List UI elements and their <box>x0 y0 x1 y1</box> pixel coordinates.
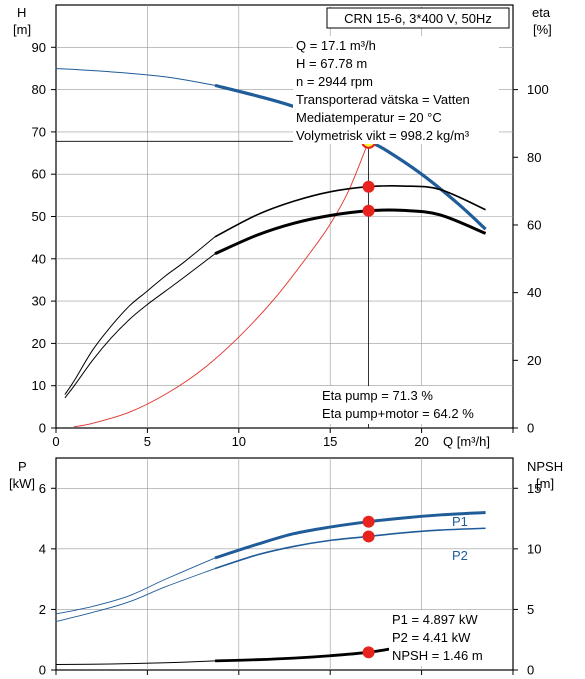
top-right-axis-label: eta <box>532 5 551 20</box>
info-q: Q = 17.1 m³/h <box>296 38 376 53</box>
chart-title: CRN 15-6, 3*400 V, 50Hz <box>344 11 492 26</box>
bottom-markers <box>362 515 375 659</box>
bottom-plot-frame <box>55 457 514 671</box>
operating-point-marker <box>362 204 375 217</box>
eta_total-curve-thin <box>64 253 216 399</box>
p2-curve-thin <box>55 568 216 622</box>
head-efficiency-panel: 0 5 10 15 200102030405060708090020406080100 … <box>13 4 552 449</box>
operating-point-marker <box>362 515 375 528</box>
bottom-axis-ticks: 0 2 4 6 0 5 10 15 <box>39 481 542 678</box>
info-liquid: Transporterad vätska = Vatten <box>296 92 470 107</box>
npsh-curve-thin <box>55 660 216 666</box>
y-tick-label: 20 <box>32 336 46 351</box>
x-tick-label: 20 <box>414 434 428 449</box>
title-box <box>326 7 510 29</box>
y-tick-label: 2 <box>39 602 46 617</box>
top-left-axis-label: H <box>17 5 26 20</box>
system-curve-thin <box>73 140 370 428</box>
power-npsh-panel: 0 2 4 6 0 5 10 15 P [kW] NPSH [m] P1 P2 P1 = 4.897 kW… <box>9 457 563 678</box>
operating-point-marker <box>362 530 375 543</box>
y2-tick-label: 0 <box>527 663 534 678</box>
eta_pump-curve-bold <box>214 185 486 238</box>
eta-total-text: Eta pump+motor = 64.2 % <box>322 406 474 421</box>
x-tick-label: 10 <box>232 434 246 449</box>
p1-series-label: P1 <box>452 514 468 529</box>
info-density: Volymetrisk vikt = 998.2 kg/m³ <box>296 128 470 143</box>
bottom-left-axis-unit: [kW] <box>9 476 35 491</box>
y2-tick-label: 0 <box>527 421 534 436</box>
x-tick-label: 15 <box>323 434 337 449</box>
eta_pump-curve-thin <box>64 236 216 395</box>
top-axis-ticks: 0 5 10 15 20 0 10 20 30 40 50 60 70 80 90 0 20 40 60 80 100 <box>32 40 549 449</box>
info-p2: P2 = 4.41 kW <box>392 630 471 645</box>
y2-tick-label: 100 <box>527 82 549 97</box>
y-tick-label: 80 <box>32 82 46 97</box>
bottom-right-axis-label: NPSH <box>527 459 563 474</box>
y-tick-label: 40 <box>32 251 46 266</box>
y2-tick-label: 5 <box>527 602 534 617</box>
eta_total-curve-bold <box>214 208 487 256</box>
npsh-curve-bold <box>215 643 413 663</box>
top-left-axis-unit: [m] <box>13 22 31 37</box>
y-tick-label: 0 <box>39 421 46 436</box>
bottom-right-axis-unit: [m] <box>536 476 554 491</box>
power-info-box <box>389 610 509 666</box>
x-tick-label: 5 <box>144 434 151 449</box>
info-n: n = 2944 rpm <box>296 74 373 89</box>
bottom-left-axis-label: P <box>18 459 27 474</box>
x-tick-label: 0 <box>52 434 59 449</box>
y2-tick-label: 60 <box>527 217 541 232</box>
p1-curve-thin <box>55 557 216 615</box>
eta-box <box>318 386 506 424</box>
info-box <box>293 36 499 144</box>
eta-pump-text: Eta pump = 71.3 % <box>322 388 433 403</box>
y-tick-label: 6 <box>39 481 46 496</box>
info-h: H = 67.78 m <box>296 56 367 71</box>
y-tick-label: 10 <box>32 378 46 393</box>
y2-tick-label: 40 <box>527 285 541 300</box>
y-tick-label: 30 <box>32 294 46 309</box>
y-tick-label: 60 <box>32 167 46 182</box>
y-tick-label: 70 <box>32 124 46 139</box>
y-tick-label: 0 <box>39 663 46 678</box>
operating-point-marker <box>362 646 375 659</box>
head-curve-thin <box>55 67 216 86</box>
info-temperature: Mediatemperatur = 20 °C <box>296 110 442 125</box>
y2-tick-label: 10 <box>527 541 541 556</box>
p2-series-label: P2 <box>452 548 468 563</box>
top-right-axis-unit: [%] <box>533 22 552 37</box>
bottom-curves <box>55 511 486 666</box>
operating-point-marker <box>362 180 375 193</box>
y2-tick-label: 80 <box>527 150 541 165</box>
y-tick-label: 50 <box>32 209 46 224</box>
y-tick-label: 4 <box>39 541 46 556</box>
p2-curve-bold <box>214 527 486 570</box>
info-p1: P1 = 4.897 kW <box>392 612 478 627</box>
y-tick-label: 90 <box>32 40 46 55</box>
info-npsh: NPSH = 1.46 m <box>392 648 483 663</box>
y2-tick-label: 15 <box>527 481 541 496</box>
y2-tick-label: 20 <box>527 353 541 368</box>
p1-curve-bold <box>214 511 486 560</box>
x-axis-label: Q [m³/h] <box>443 434 490 449</box>
